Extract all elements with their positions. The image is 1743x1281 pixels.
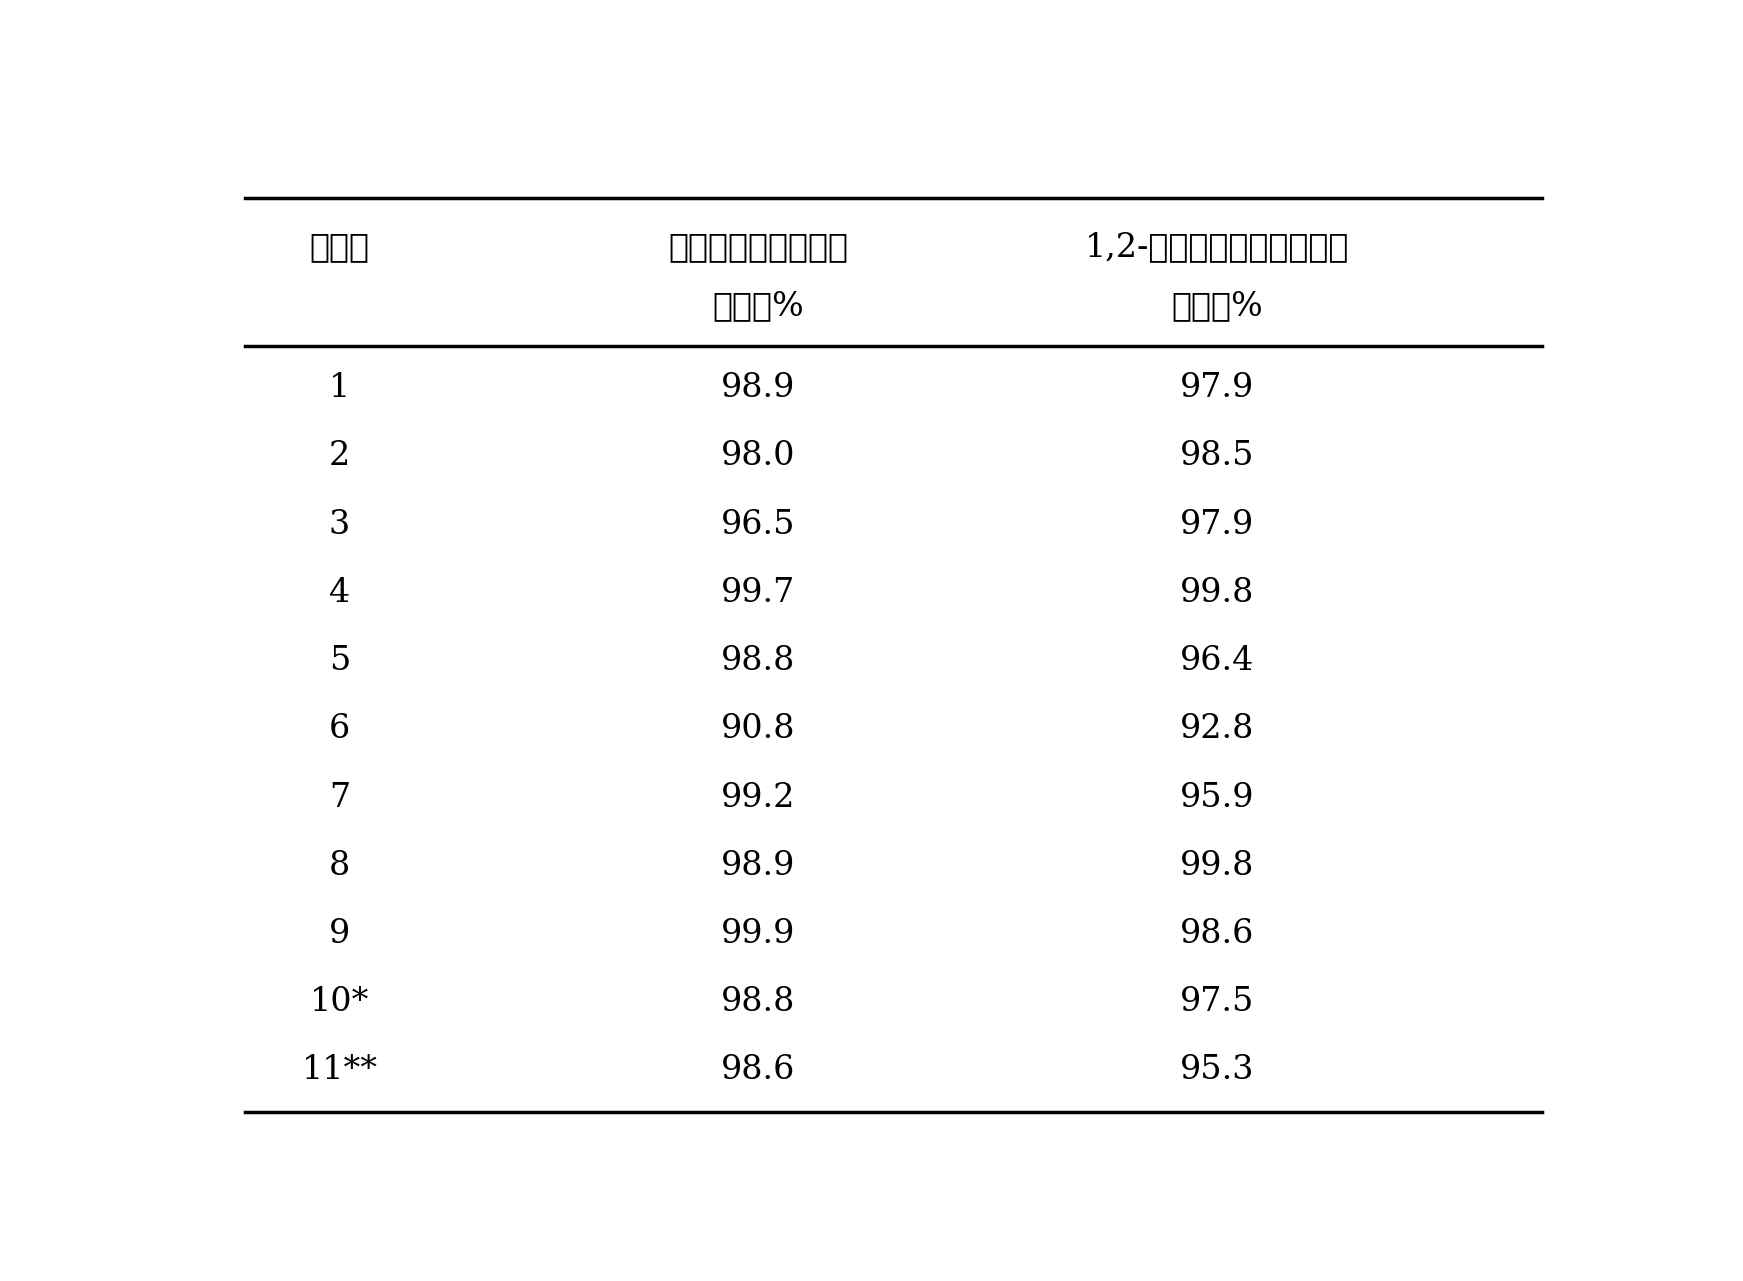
Text: 98.0: 98.0 bbox=[722, 441, 795, 473]
Text: 选择性%: 选择性% bbox=[1171, 291, 1264, 323]
Text: 99.9: 99.9 bbox=[722, 918, 795, 951]
Text: 98.5: 98.5 bbox=[1180, 441, 1255, 473]
Text: 98.9: 98.9 bbox=[722, 849, 795, 881]
Text: 11**: 11** bbox=[302, 1054, 378, 1086]
Text: 转化率%: 转化率% bbox=[713, 291, 804, 323]
Text: 1,2-环己烷二甲酸二异弼酵: 1,2-环己烷二甲酸二异弼酵 bbox=[1086, 232, 1349, 264]
Text: 96.4: 96.4 bbox=[1180, 646, 1255, 678]
Text: 2: 2 bbox=[329, 441, 350, 473]
Text: 99.2: 99.2 bbox=[722, 781, 795, 813]
Text: 98.8: 98.8 bbox=[722, 646, 795, 678]
Text: 97.9: 97.9 bbox=[1180, 509, 1255, 541]
Text: 3: 3 bbox=[329, 509, 350, 541]
Text: 9: 9 bbox=[329, 918, 350, 951]
Text: 5: 5 bbox=[329, 646, 350, 678]
Text: 7: 7 bbox=[329, 781, 350, 813]
Text: 92.8: 92.8 bbox=[1180, 714, 1255, 746]
Text: 实施例: 实施例 bbox=[310, 232, 370, 264]
Text: 95.9: 95.9 bbox=[1180, 781, 1255, 813]
Text: 97.9: 97.9 bbox=[1180, 371, 1255, 404]
Text: 8: 8 bbox=[329, 849, 350, 881]
Text: 99.7: 99.7 bbox=[722, 576, 795, 608]
Text: 95.3: 95.3 bbox=[1180, 1054, 1255, 1086]
Text: 97.5: 97.5 bbox=[1180, 986, 1255, 1018]
Text: 98.9: 98.9 bbox=[722, 371, 795, 404]
Text: 邻苯二甲酸二异弼酵: 邻苯二甲酸二异弼酵 bbox=[668, 232, 849, 264]
Text: 6: 6 bbox=[329, 714, 350, 746]
Text: 99.8: 99.8 bbox=[1180, 576, 1255, 608]
Text: 1: 1 bbox=[329, 371, 350, 404]
Text: 98.8: 98.8 bbox=[722, 986, 795, 1018]
Text: 98.6: 98.6 bbox=[1180, 918, 1255, 951]
Text: 96.5: 96.5 bbox=[722, 509, 795, 541]
Text: 4: 4 bbox=[329, 576, 350, 608]
Text: 10*: 10* bbox=[310, 986, 370, 1018]
Text: 90.8: 90.8 bbox=[722, 714, 795, 746]
Text: 98.6: 98.6 bbox=[722, 1054, 795, 1086]
Text: 99.8: 99.8 bbox=[1180, 849, 1255, 881]
